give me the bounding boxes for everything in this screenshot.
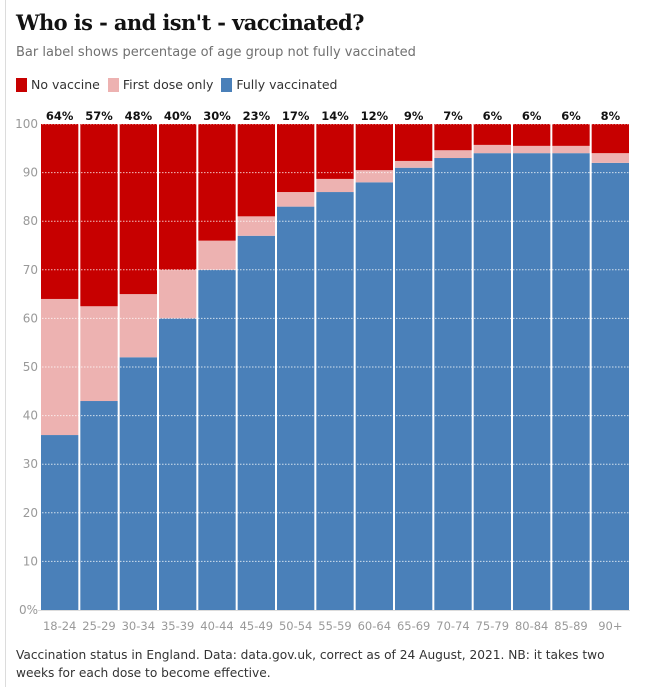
x-tick-label: 90+ [598,619,622,633]
bar-segment-no-vaccine [277,124,315,193]
bar-segment-first-dose-only [316,178,354,193]
bar-segment-fully-vaccinated [80,401,118,610]
y-tick-label: 0% [19,603,38,617]
chart-subtitle: Bar label shows percentage of age group … [16,45,416,60]
bar-segment-first-dose-only [119,294,157,358]
bar-segment-first-dose-only [434,150,472,159]
bar-label: 6% [522,109,542,123]
bar-segment-no-vaccine [198,124,236,241]
legend-label: Fully vaccinated [236,77,338,92]
bar-label: 48% [125,109,153,123]
bar-segment-fully-vaccinated [591,162,629,610]
y-tick-label: 60 [23,311,38,325]
bar-label: 14% [321,109,349,123]
bar-segment-first-dose-only [552,145,590,154]
y-tick-label: 100 [15,117,38,131]
bar-segment-fully-vaccinated [395,167,433,611]
legend-item-fully-vaccinated: Fully vaccinated [221,77,338,92]
bar-segment-no-vaccine [552,124,590,146]
bar-segment-first-dose-only [198,240,236,270]
bar-label: 40% [164,109,192,123]
bar-segment-no-vaccine [41,124,79,299]
bar-segment-no-vaccine [591,124,629,154]
bar-segment-fully-vaccinated [119,357,157,610]
bar-segment-no-vaccine [119,124,157,295]
bar-segment-fully-vaccinated [552,153,590,610]
x-tick-label: 65-69 [397,619,430,633]
x-tick-label: 70-74 [436,619,469,633]
chart-title: Who is - and isn't - vaccinated? [16,10,364,35]
y-tick-label: 70 [23,263,38,277]
bar-segment-fully-vaccinated [237,235,275,610]
x-tick-label: 80-84 [515,619,548,633]
x-tick-label: 85-89 [554,619,587,633]
bar-segment-no-vaccine [237,124,275,217]
legend: No vaccine First dose only Fully vaccina… [16,77,346,92]
x-tick-label: 50-54 [279,619,312,633]
bar-segment-fully-vaccinated [198,269,236,610]
x-tick-label: 25-29 [82,619,115,633]
x-tick-label: 55-59 [318,619,351,633]
legend-swatch [221,77,233,92]
bar-label: 57% [85,109,113,123]
bar-segment-first-dose-only [591,153,629,163]
y-tick-label: 90 [23,166,38,180]
y-tick-label: 30 [23,457,38,471]
x-tick-label: 45-49 [240,619,273,633]
bar-label: 9% [404,109,424,123]
bar-segment-no-vaccine [355,124,393,171]
y-tick-label: 50 [23,360,38,374]
bar-label: 64% [46,109,74,123]
bar-segment-no-vaccine [513,124,551,146]
bar-label: 17% [282,109,310,123]
x-tick-label: 18-24 [43,619,76,633]
bar-segment-first-dose-only [277,192,315,207]
legend-swatch [107,77,119,92]
bar-segment-first-dose-only [395,160,433,168]
bar-segment-fully-vaccinated [41,435,79,610]
legend-item-no-vaccine: No vaccine [16,77,100,92]
bar-segment-fully-vaccinated [355,182,393,610]
x-tick-label: 60-64 [358,619,391,633]
bar-segment-fully-vaccinated [434,158,472,610]
left-border [5,0,6,687]
bar-segment-no-vaccine [473,124,511,145]
bar-segment-no-vaccine [316,124,354,179]
bar-label: 23% [243,109,271,123]
bar-label: 8% [601,109,621,123]
bar-label: 30% [203,109,231,123]
bar-label: 12% [361,109,389,123]
bar-label: 7% [443,109,463,123]
bar-segment-first-dose-only [473,144,511,154]
legend-label: No vaccine [31,77,100,92]
bar-segment-first-dose-only [80,306,118,402]
bar-segment-no-vaccine [434,124,472,151]
chart-caption: Vaccination status in England. Data: dat… [16,648,605,680]
bar-segment-first-dose-only [159,269,197,319]
x-tick-label: 75-79 [476,619,509,633]
x-tick-label: 35-39 [161,619,194,633]
x-tick-label: 40-44 [200,619,233,633]
bar-segment-no-vaccine [395,124,433,161]
y-tick-label: 10 [23,554,38,568]
legend-label: First dose only [122,77,214,92]
bar-label: 6% [483,109,503,123]
y-tick-label: 40 [23,409,38,423]
bar-segment-no-vaccine [159,124,197,270]
legend-swatch [16,77,27,92]
bar-segment-first-dose-only [355,170,393,183]
y-tick-label: 20 [23,506,38,520]
x-tick-label: 30-34 [122,619,155,633]
bar-segment-fully-vaccinated [316,192,354,611]
bar-segment-fully-vaccinated [277,206,315,610]
y-tick-label: 80 [23,214,38,228]
stacked-bar-chart: 64% 18-24 57% 25-29 48% 30-34 40% 35-39 30% 40-44… [15,109,630,633]
bar-label: 6% [561,109,581,123]
bar-segment-fully-vaccinated [473,153,511,610]
bar-segment-fully-vaccinated [513,153,551,610]
bar-segment-no-vaccine [80,124,118,307]
legend-item-first-dose: First dose only [107,77,214,92]
bar-segment-first-dose-only [237,216,275,236]
bar-segment-first-dose-only [513,145,551,154]
